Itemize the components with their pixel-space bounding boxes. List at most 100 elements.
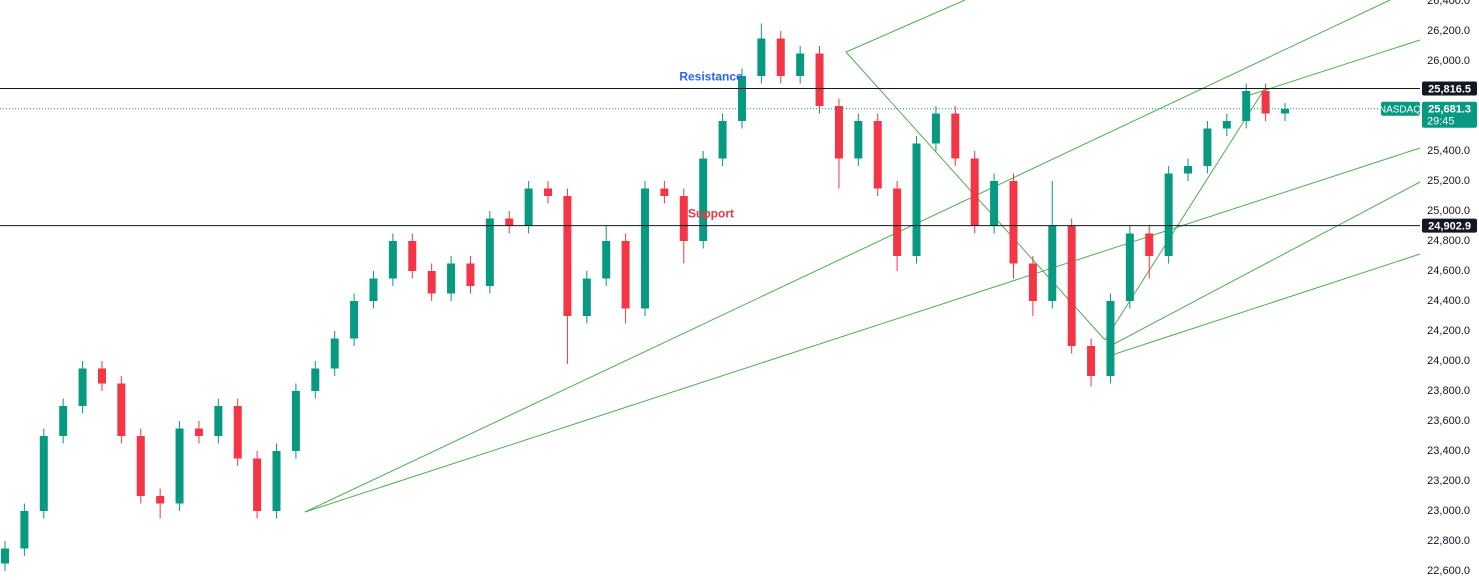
trend-line bbox=[1249, 39, 1421, 96]
y-tick-label: 22,600.0 bbox=[1427, 565, 1470, 577]
candle-body bbox=[1242, 91, 1251, 121]
candle-body bbox=[136, 436, 145, 496]
candle-body bbox=[214, 406, 223, 436]
candle-body bbox=[311, 368, 320, 391]
candle-body bbox=[466, 263, 475, 286]
trend-line bbox=[304, 147, 1421, 513]
candle-body bbox=[834, 106, 843, 159]
candle-body bbox=[175, 428, 184, 504]
candle-body bbox=[194, 428, 203, 436]
y-tick-label: 24,400.0 bbox=[1427, 295, 1470, 307]
countdown-label: 29:45 bbox=[1427, 116, 1455, 128]
candle-body bbox=[660, 188, 669, 196]
y-tick-label: 22,800.0 bbox=[1427, 535, 1470, 547]
y-tick-label: 24,600.0 bbox=[1427, 265, 1470, 277]
candle-body bbox=[951, 113, 960, 159]
candle-body bbox=[563, 196, 572, 316]
candle-body bbox=[156, 496, 165, 504]
candle-body bbox=[253, 458, 262, 511]
candle-body bbox=[388, 241, 397, 279]
candle-body bbox=[1145, 233, 1154, 256]
y-tick-label: 25,400.0 bbox=[1427, 145, 1470, 157]
candle-body bbox=[78, 368, 87, 406]
candle-body bbox=[737, 76, 746, 121]
candle-body bbox=[1028, 263, 1037, 301]
candle-body bbox=[757, 38, 766, 76]
candle-body bbox=[1067, 226, 1076, 346]
candle-body bbox=[1184, 166, 1193, 174]
candle-body bbox=[117, 383, 126, 436]
candle-body bbox=[427, 271, 436, 294]
trend-lines bbox=[304, 0, 1421, 513]
symbol-tag bbox=[1381, 101, 1420, 116]
y-tick-label: 23,400.0 bbox=[1427, 445, 1470, 457]
candle-body bbox=[582, 278, 591, 316]
level-tag bbox=[1422, 218, 1477, 233]
level-name: Resistance bbox=[679, 70, 743, 84]
candle-body bbox=[970, 158, 979, 226]
candle-body bbox=[1048, 226, 1057, 301]
y-tick-label: 26,200.0 bbox=[1427, 25, 1470, 37]
y-tick-label: 24,000.0 bbox=[1427, 355, 1470, 367]
candle-body bbox=[59, 406, 68, 436]
y-tick-label: 23,600.0 bbox=[1427, 415, 1470, 427]
candle-body bbox=[621, 241, 630, 309]
y-tick-label: 23,200.0 bbox=[1427, 475, 1470, 487]
candle-body bbox=[679, 196, 688, 241]
candle-body bbox=[873, 121, 882, 189]
candle-body bbox=[1203, 128, 1212, 166]
y-tick-label: 23,800.0 bbox=[1427, 385, 1470, 397]
y-tick-label: 26,000.0 bbox=[1427, 55, 1470, 67]
y-tick-label: 25,000.0 bbox=[1427, 205, 1470, 217]
candle-body bbox=[1261, 91, 1270, 114]
candle-body bbox=[1164, 173, 1173, 256]
candle-body bbox=[524, 188, 533, 226]
candle-body bbox=[330, 338, 339, 369]
candle-body bbox=[718, 121, 727, 159]
candle-body bbox=[1106, 301, 1115, 376]
y-tick-label: 24,200.0 bbox=[1427, 325, 1470, 337]
candle-body bbox=[369, 278, 378, 301]
candle-body bbox=[854, 121, 863, 159]
candle-body bbox=[291, 391, 300, 451]
trend-line bbox=[304, 0, 1391, 513]
candle-body bbox=[97, 368, 106, 384]
candle-body bbox=[931, 113, 940, 144]
level-tag bbox=[1422, 81, 1477, 96]
candle-body bbox=[602, 241, 611, 279]
y-tick-label: 26,400.0 bbox=[1427, 0, 1470, 7]
y-tick-label: 24,800.0 bbox=[1427, 235, 1470, 247]
candle-body bbox=[641, 188, 649, 309]
candle-body bbox=[990, 181, 999, 226]
candle-body bbox=[815, 53, 824, 106]
candle-body bbox=[1009, 181, 1018, 264]
candle-body bbox=[350, 301, 359, 339]
candle-body bbox=[485, 218, 494, 286]
candle-body bbox=[699, 158, 708, 241]
candle-body bbox=[1281, 108, 1289, 114]
candle-body bbox=[1, 548, 9, 564]
candle-body bbox=[912, 143, 921, 256]
candle-body bbox=[1087, 346, 1096, 376]
candle-body bbox=[39, 436, 48, 511]
candle-body bbox=[505, 218, 514, 226]
candle-body bbox=[544, 188, 553, 196]
candle-body bbox=[893, 188, 902, 256]
candle-body bbox=[796, 53, 805, 76]
level-name: Support bbox=[688, 207, 734, 221]
level-label: 24,902.9 bbox=[1428, 220, 1471, 232]
candle-body bbox=[776, 38, 785, 76]
trend-line bbox=[1111, 181, 1421, 346]
trend-line bbox=[845, 0, 966, 53]
candle-body bbox=[447, 263, 456, 294]
candle-body bbox=[272, 451, 281, 511]
candle-body bbox=[1222, 121, 1231, 129]
trend-line bbox=[1111, 253, 1421, 356]
candle-body bbox=[233, 406, 242, 459]
symbol-label: NASDAQ bbox=[1379, 104, 1421, 115]
candle-body bbox=[1125, 233, 1134, 301]
trend-line bbox=[1104, 87, 1266, 341]
candle-body bbox=[20, 511, 29, 549]
price-tag bbox=[1422, 101, 1477, 128]
